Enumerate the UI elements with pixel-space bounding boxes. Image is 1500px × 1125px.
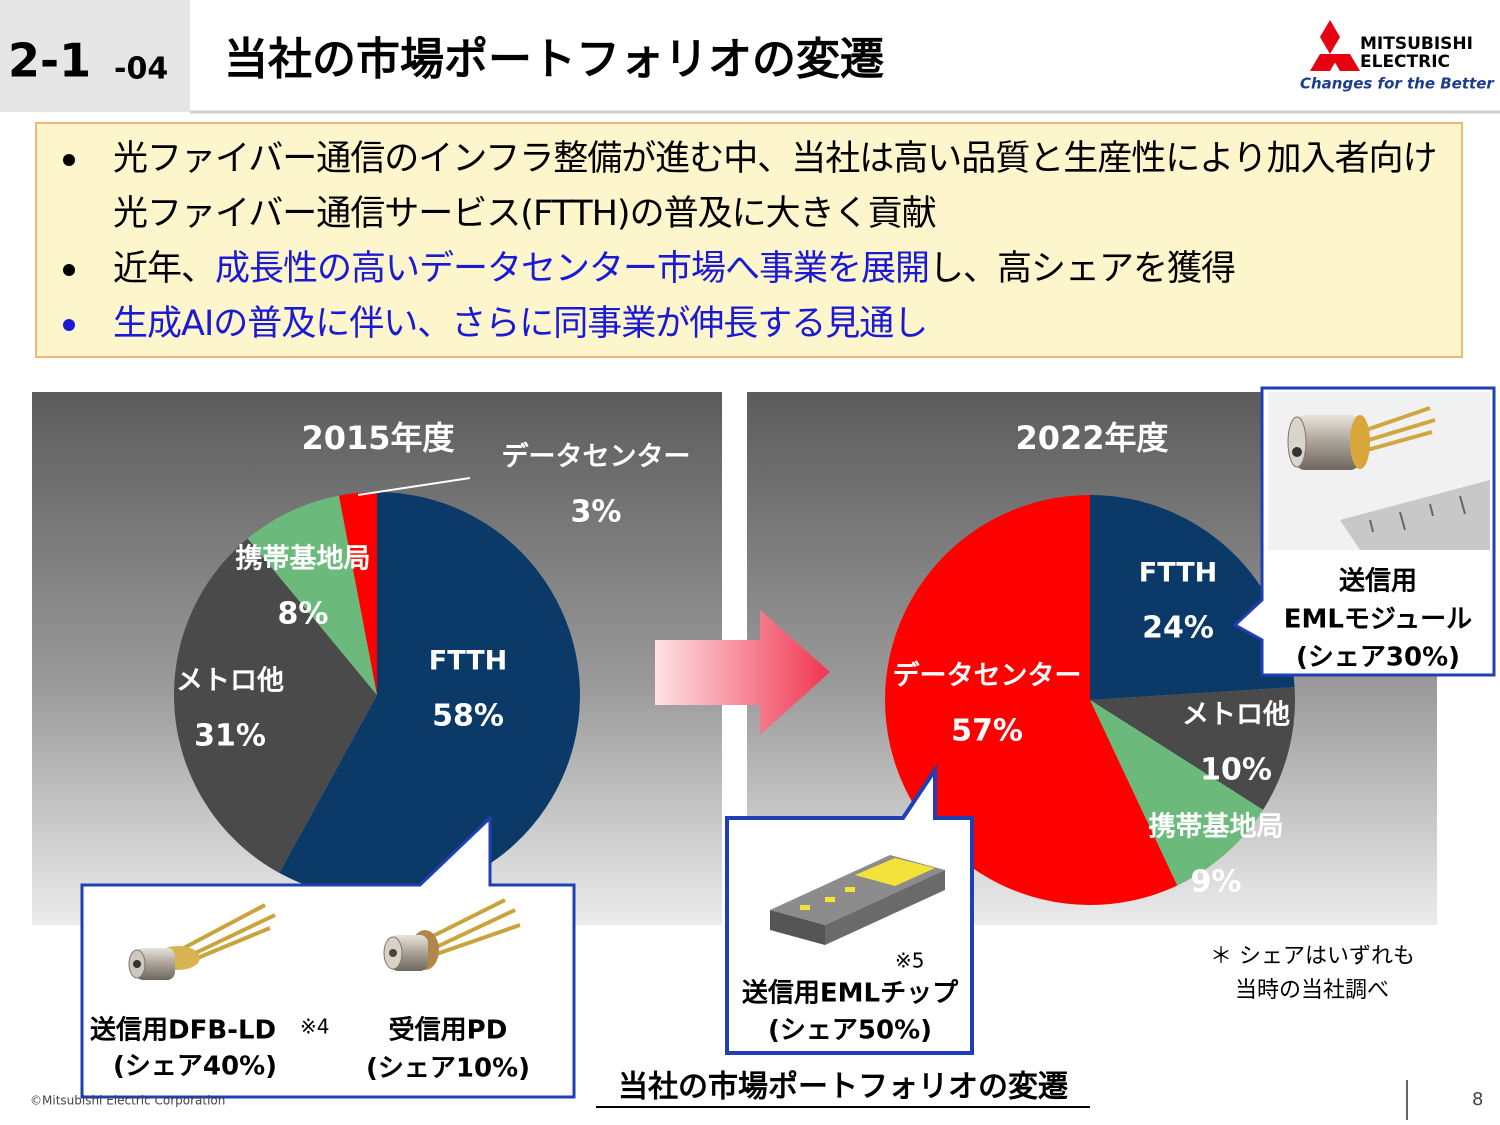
bullet: 光ファイバー通信のインフラ整備が進む中、当社は高い品質と生産性により加入者向け光… (55, 132, 1451, 242)
caption: 当社の市場ポートフォリオの変遷 (618, 1070, 1068, 1105)
copyright: ©Mitsubishi Electric Corporation (30, 1094, 225, 1108)
pie-slice (247, 495, 377, 695)
transition-arrow (655, 610, 830, 735)
slice-value: 10% (1200, 753, 1272, 788)
module-illustration (1268, 392, 1490, 550)
logo-name: ELECTRIC (1360, 52, 1450, 72)
pie-slice (173, 538, 377, 873)
slice-value: 31% (194, 719, 266, 754)
subsection-number: -04 (114, 52, 168, 87)
logo-name: MITSUBISHI (1360, 34, 1473, 54)
bullet: 近年、成長性の高いデータセンター市場へ事業を展開し、高シェアを獲得 (55, 242, 1451, 297)
component-share: (シェア40%) (113, 1052, 277, 1082)
note: ＊ シェアはいずれも (1210, 944, 1415, 969)
component-name: 受信用PD (389, 1015, 508, 1046)
bullet-dot (63, 264, 75, 276)
slice-value: 57% (951, 714, 1023, 749)
bullet-segment: し、高シェアを獲得 (929, 249, 1236, 289)
pie-slice (1090, 700, 1264, 886)
pie-slice (1090, 687, 1295, 810)
bullet-text: 近年、成長性の高いデータセンター市場へ事業を展開し、高シェアを獲得 (113, 242, 1236, 297)
logo-mark (1310, 20, 1360, 71)
pie-slice (1090, 495, 1295, 700)
slice-value: 58% (432, 699, 504, 734)
slice-label: 携帯基地局 (1149, 811, 1284, 843)
pie-slice (885, 495, 1178, 905)
component-name: 送信用EMLチップ (742, 979, 959, 1009)
slice-label: FTTH (1139, 558, 1218, 589)
bullet-segment: 光ファイバー通信のインフラ整備が進む中、当社は高い品質と生産性により加入者向け光… (113, 139, 1438, 234)
section-box (0, 0, 190, 112)
callout-box (80, 814, 576, 1099)
slice-label: メトロ他 (176, 666, 284, 697)
bullet-text: 生成AIの普及に伴い、さらに同事業が伸長する見通し (113, 297, 928, 352)
chart-title: 2022年度 (1015, 419, 1168, 457)
summary-box: 光ファイバー通信のインフラ整備が進む中、当社は高い品質と生産性により加入者向け光… (35, 122, 1463, 358)
chip-illustration (770, 855, 945, 945)
bullet-text: 光ファイバー通信のインフラ整備が進む中、当社は高い品質と生産性により加入者向け光… (113, 132, 1451, 242)
slice-label: メトロ他 (1182, 700, 1290, 731)
section-number: 2-1 (8, 34, 91, 88)
module-text: EMLモジュール (1284, 605, 1472, 635)
slice-label: データセンター (893, 660, 1082, 692)
leader-line (357, 477, 471, 496)
bullet-segment: 成長性の高いデータセンター市場へ事業を展開 (215, 249, 930, 289)
chart-title: 2015年度 (301, 419, 454, 457)
slice-value: 8% (278, 597, 329, 632)
footnote-ref: ※4 (300, 1015, 329, 1039)
slice-label: データセンター (502, 441, 691, 473)
bullet: 生成AIの普及に伴い、さらに同事業が伸長する見通し (55, 297, 1451, 352)
module-text: 送信用 (1339, 567, 1417, 597)
logo-tagline: Changes for the Better (1300, 75, 1495, 93)
component-share: (シェア10%) (366, 1054, 530, 1084)
slice-value: 3% (571, 495, 622, 530)
module-text: (シェア30%) (1296, 643, 1460, 673)
slice-label: FTTH (429, 646, 508, 677)
note: 当時の当社調べ (1235, 978, 1389, 1003)
slice-value: 9% (1191, 865, 1242, 900)
bullet-segment: 近年、 (113, 249, 216, 289)
photodiode-illustration (383, 898, 521, 971)
laser-illustration (128, 903, 276, 980)
slice-value: 24% (1142, 611, 1214, 646)
pie-slice (338, 492, 377, 695)
pie-slice (279, 492, 580, 898)
footnote-ref: ※5 (895, 949, 924, 973)
component-share: (シェア50%) (768, 1016, 932, 1046)
bullet-segment: 生成AIの普及に伴い、さらに同事業が伸長する見通し (113, 304, 928, 344)
bullet-dot (63, 154, 75, 166)
page-number: 8 (1472, 1089, 1483, 1110)
component-name: 送信用DFB-LD (90, 1016, 276, 1046)
bullet-dot (63, 319, 75, 331)
slide-title: 当社の市場ポートフォリオの変遷 (224, 34, 884, 85)
charts: FTTH 58% メトロ他 31% 携帯基地局 8% データセンター 3% 2015年度 FTTH… (173, 419, 1295, 905)
slice-label: 携帯基地局 (236, 543, 371, 575)
